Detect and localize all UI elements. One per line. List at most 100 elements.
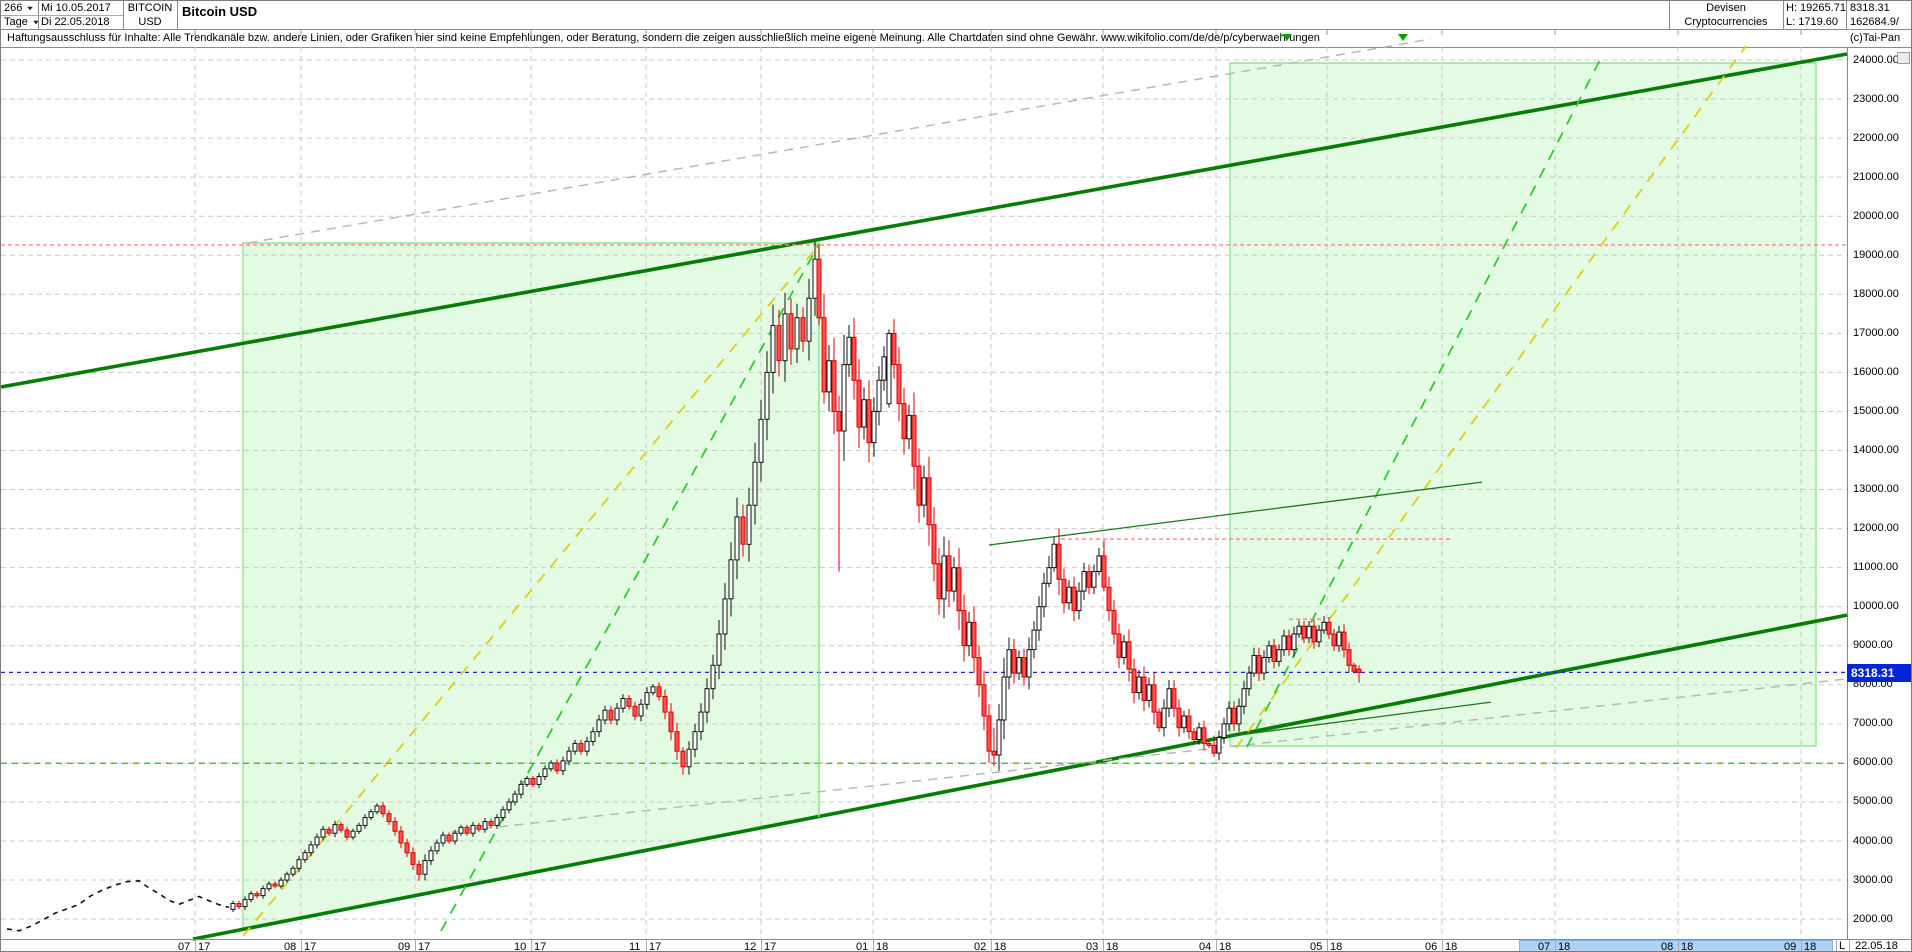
candle-up <box>512 793 518 803</box>
y-axis-label: 17000.00 <box>1853 326 1899 339</box>
candle-down <box>1186 715 1192 733</box>
candle-up <box>1196 727 1202 740</box>
y-axis-label: 18000.00 <box>1853 287 1899 300</box>
gray-trend-upper <box>247 38 1432 244</box>
candle-down <box>1156 711 1162 729</box>
candle-down <box>836 410 842 432</box>
y-axis-label: 23000.00 <box>1853 92 1899 105</box>
candle-up <box>871 410 877 444</box>
y-axis-label: 16000.00 <box>1853 365 1899 378</box>
y-axis-label: 10000.00 <box>1853 600 1899 613</box>
candle-up <box>861 399 867 428</box>
date-to-field[interactable]: Di 22.05.2018 <box>41 15 123 29</box>
candle-up <box>1016 657 1022 674</box>
candle-up <box>686 748 692 768</box>
candle-up <box>826 360 832 393</box>
candle-down <box>1301 625 1307 639</box>
candle-down <box>851 336 857 381</box>
candle-up <box>812 258 818 299</box>
candle-down <box>956 567 962 612</box>
bars-count-dropdown[interactable]: 266 <box>1 1 38 15</box>
candle-down <box>831 360 837 413</box>
x-axis-tick <box>1327 940 1328 951</box>
candle-up <box>590 731 596 743</box>
candle-up <box>434 842 440 852</box>
candle-up <box>284 873 290 881</box>
volume-value: 162684.9/ <box>1850 16 1899 28</box>
candle-down <box>656 686 662 698</box>
period-dropdown[interactable]: Tage <box>1 15 39 29</box>
candle-down <box>1206 742 1212 746</box>
candle-up <box>482 821 488 830</box>
date-from-field[interactable]: Mi 10.05.2017 <box>41 1 123 15</box>
x-axis-tick <box>531 940 532 951</box>
yellow-fan-left <box>242 244 820 937</box>
candle-up <box>362 817 368 826</box>
lin-log-toggle[interactable]: L <box>1839 940 1849 951</box>
candle-down <box>392 821 398 832</box>
disclaimer-value: Haftungsausschluss für Inhalte: Alle Tre… <box>7 32 1320 44</box>
y-axis-label: 12000.00 <box>1853 522 1899 535</box>
x-axis-tick <box>1103 940 1104 951</box>
candle-up <box>794 317 800 350</box>
trend-zone-right <box>1229 62 1817 747</box>
x-axis-label-year: 18 <box>1558 941 1571 952</box>
candle-up <box>1006 649 1012 678</box>
period-high-label: H: 19265.71 <box>1786 1 1846 15</box>
candle-up <box>266 883 272 890</box>
candle-up <box>542 768 548 778</box>
candle-down <box>680 750 686 768</box>
candle-down <box>1346 649 1352 666</box>
early-price-dashes <box>6 879 230 932</box>
candle-down <box>404 842 410 854</box>
copyright-value: (c)Tai-Pan <box>1850 32 1901 44</box>
y-axis-label: 4000.00 <box>1853 834 1893 847</box>
candle-up <box>782 313 788 362</box>
candle-up <box>1266 645 1272 658</box>
candle-up <box>302 852 308 861</box>
x-axis-label-year: 17 <box>418 941 431 952</box>
candle-up <box>650 686 656 694</box>
y-axis-label: 24000.00 <box>1853 53 1899 66</box>
candle-up <box>296 859 302 869</box>
x-axis-label-year: 18 <box>1106 941 1119 952</box>
x-axis-label-month: 02 <box>974 941 987 952</box>
currency-label: USD <box>123 15 177 29</box>
x-axis-label-month: 07 <box>1538 941 1551 952</box>
candle-down <box>1101 555 1107 588</box>
x-axis-label-year: 18 <box>1445 941 1458 952</box>
candle-up <box>716 633 722 666</box>
candle-down <box>866 399 872 444</box>
candle-up <box>1031 629 1037 651</box>
candle-up <box>1246 672 1252 690</box>
candle-down <box>398 830 404 844</box>
last-price-value: 8318.31 <box>1850 2 1890 14</box>
candle-down <box>1116 633 1122 658</box>
x-axis-label-month: 03 <box>1086 941 1099 952</box>
candle-down <box>800 317 806 342</box>
x-axis-label-year: 18 <box>1681 941 1694 952</box>
x-axis-label-year: 18 <box>1330 941 1343 952</box>
x-axis-label-year: 17 <box>534 941 547 952</box>
candle-up <box>308 844 314 854</box>
candle-down <box>788 313 794 350</box>
candle-up <box>548 762 554 770</box>
chart-title-text: Bitcoin USD <box>182 3 258 19</box>
candle-up <box>770 325 776 373</box>
candle-up <box>1321 621 1327 631</box>
candle-down <box>1311 625 1317 643</box>
scroll-grip[interactable] <box>1897 52 1910 64</box>
future-range-highlight[interactable] <box>1519 940 1833 951</box>
category-value-2: Cryptocurrencies <box>1684 16 1768 28</box>
candle-up <box>536 776 542 785</box>
candle-up <box>1051 543 1057 569</box>
candle-up <box>584 740 590 752</box>
candle-up <box>1076 590 1082 612</box>
candle-down <box>1351 664 1357 672</box>
candle-up <box>1091 571 1097 588</box>
candle-down <box>1106 586 1112 612</box>
x-axis-label-year: 18 <box>1219 941 1232 952</box>
candle-up <box>746 504 752 545</box>
candle-down <box>662 696 668 713</box>
